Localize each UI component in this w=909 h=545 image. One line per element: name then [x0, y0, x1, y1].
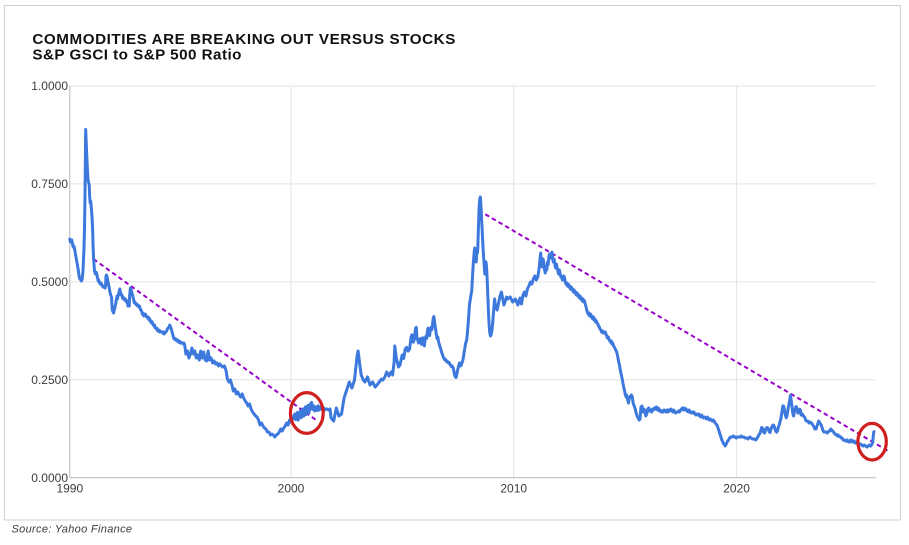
svg-text:1.0000: 1.0000: [31, 79, 68, 93]
svg-text:1990: 1990: [56, 482, 83, 496]
svg-text:2000: 2000: [278, 482, 305, 496]
svg-text:0.7500: 0.7500: [31, 177, 68, 191]
svg-text:0.5000: 0.5000: [31, 275, 68, 289]
svg-text:2020: 2020: [723, 482, 750, 496]
svg-text:2010: 2010: [500, 482, 527, 496]
svg-text:Source: Yahoo Finance: Source: Yahoo Finance: [12, 524, 133, 536]
svg-text:S&P GSCI to S&P 500 Ratio: S&P GSCI to S&P 500 Ratio: [32, 47, 242, 64]
svg-text:0.2500: 0.2500: [31, 373, 68, 387]
svg-text:0.0000: 0.0000: [31, 471, 68, 485]
svg-text:COMMODITIES ARE BREAKING OUT V: COMMODITIES ARE BREAKING OUT VERSUS STOC…: [32, 31, 456, 48]
